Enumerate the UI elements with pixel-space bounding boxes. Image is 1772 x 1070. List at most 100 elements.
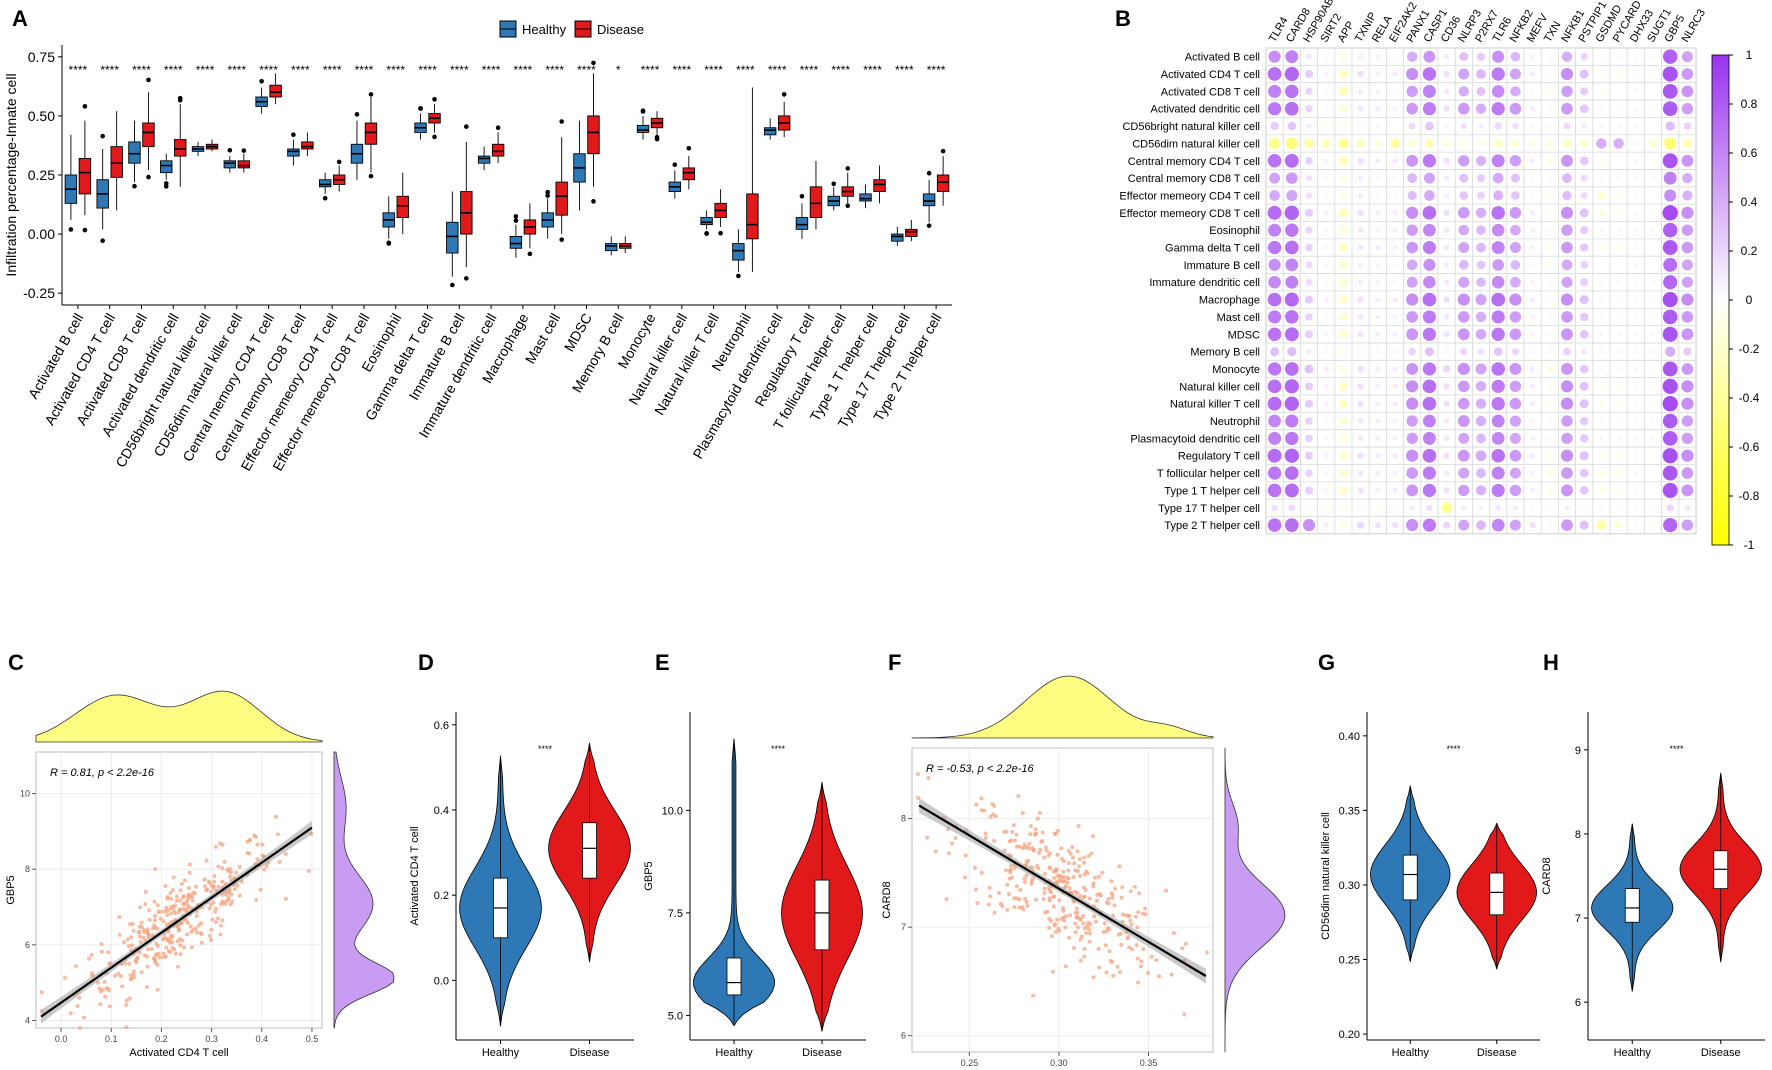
corr-dot-regulatory-t-cell-txnip — [1357, 452, 1364, 459]
scatter-point — [220, 842, 225, 847]
panel-label-g: G — [1318, 650, 1335, 675]
corr-dot-activated-b-cell-hsp90ab1 — [1306, 53, 1312, 60]
outlier-point — [591, 60, 596, 66]
scatter-point — [169, 911, 174, 916]
scatter-point — [77, 995, 82, 1000]
scatter-point — [1070, 845, 1075, 850]
scatter-point — [1048, 890, 1053, 895]
colorbar-tick-label: -0.4 — [1739, 391, 1760, 405]
corr-dot-memory-b-cell-app — [1340, 349, 1346, 355]
corr-dot-central-memory-cd8-t-cell-pycard — [1616, 176, 1621, 180]
corr-dot-t-follicular-helper-cell-gbp5 — [1662, 465, 1678, 481]
scatter-point — [1081, 913, 1086, 918]
corr-dot-regulatory-t-cell-card8 — [1284, 448, 1299, 463]
significance-label: * — [616, 63, 621, 77]
corr-dot-natural-killer-cell-gbp5 — [1662, 378, 1678, 394]
corr-dot-activated-b-cell-tlr6 — [1492, 50, 1505, 63]
corr-dot-natural-killer-t-cell-txn — [1547, 401, 1553, 407]
scatter-point — [1078, 958, 1083, 963]
corr-dot-immature-dendritic-cell-panx1 — [1406, 276, 1418, 288]
corr-dot-activated-dendritic-cell-panx1 — [1406, 102, 1418, 115]
scatter-point — [1087, 896, 1092, 901]
corr-dot-t-follicular-helper-cell-gsdmd — [1598, 469, 1605, 477]
corr-dot-regulatory-t-cell-cd36 — [1443, 452, 1450, 459]
corr-dot-regulatory-t-cell-panx1 — [1406, 449, 1419, 462]
corr-dot-mast-cell-nlrc3 — [1681, 311, 1694, 323]
corr-dot-cd56dim-natural-killer-cell-app — [1338, 138, 1349, 149]
disease-natural-killer-cell-box — [682, 167, 696, 181]
corr-dot-activated-dendritic-cell-app — [1339, 105, 1347, 113]
scatter-point — [1139, 959, 1144, 964]
corr-dot-central-memory-cd4-t-cell-dhx33 — [1633, 158, 1638, 163]
scatter-point — [1110, 893, 1115, 898]
corr-dot-cd56dim-natural-killer-cell-panx1 — [1408, 139, 1416, 148]
corr-dot-macrophage-nlrc3 — [1681, 293, 1694, 306]
corr-dot-immature-b-cell-pycard — [1616, 263, 1621, 267]
y-tick-label: 0.6 — [434, 720, 449, 732]
outlier-point — [100, 133, 105, 139]
corr-dot-central-memory-cd4-t-cell-sugt1 — [1651, 158, 1655, 163]
corr-dot-cd56dim-natural-killer-cell-nlrc3 — [1682, 138, 1692, 148]
corr-dot-activated-b-cell-txn — [1547, 54, 1552, 59]
corr-dot-eosinophil-mefv — [1530, 227, 1535, 233]
row-label-gamma-delta-t-cell: Gamma delta T cell — [1165, 243, 1260, 255]
row-label-effector-memeory-cd8-t-cell: Effector memeory CD8 T cell — [1119, 208, 1260, 220]
corr-dot-monocyte-sirt2 — [1323, 366, 1329, 372]
corr-dot-central-memory-cd4-t-cell-mefv — [1530, 158, 1536, 164]
corr-dot-central-memory-cd4-t-cell-nlrp3 — [1458, 155, 1470, 167]
outlier-point — [354, 112, 360, 117]
corr-dot-natural-killer-cell-tlr4 — [1267, 379, 1282, 394]
corr-dot-regulatory-t-cell-gbp5 — [1662, 448, 1678, 464]
corr-dot-type-17-t-helper-cell-dhx33 — [1633, 505, 1638, 510]
corr-dot-immature-dendritic-cell-pycard — [1616, 280, 1621, 285]
corr-dot-eosinophil-gbp5 — [1662, 222, 1678, 238]
corr-dot-effector-memeory-cd4-t-cell-nlrc3 — [1682, 190, 1693, 201]
corr-dot-neutrophil-txn — [1547, 419, 1552, 423]
corr-dot-neutrophil-rela — [1375, 418, 1381, 424]
scatter-point — [273, 814, 278, 819]
scatter-point — [986, 902, 991, 907]
scatter-point — [120, 984, 125, 989]
outlier-point — [718, 230, 723, 236]
scatter-point — [123, 961, 128, 966]
corr-dot-effector-memeory-cd4-t-cell-nlrp3 — [1459, 191, 1469, 200]
corr-dot-immature-b-cell-gbp5 — [1663, 257, 1678, 272]
corr-dot-plasmacytoid-dendritic-cell-rela — [1375, 435, 1381, 441]
corr-dot-effector-memeory-cd8-t-cell-app — [1339, 208, 1348, 218]
corr-dot-cd56bright-natural-killer-cell-hsp90ab1 — [1306, 123, 1312, 129]
scatter-point — [1117, 970, 1122, 975]
significance-label: **** — [355, 63, 374, 77]
row-label-type-1-t-helper-cell: Type 1 T helper cell — [1164, 485, 1260, 497]
corr-dot-cd56dim-natural-killer-cell-tlr4 — [1269, 137, 1281, 149]
corr-dot-type-2-t-helper-cell-hsp90ab1 — [1302, 519, 1316, 532]
corr-dot-immature-b-cell-eif2ak2 — [1393, 263, 1397, 267]
corr-dot-immature-b-cell-panx1 — [1406, 259, 1418, 271]
corr-dot-mdsc-tlr6 — [1491, 327, 1505, 341]
scatter-point — [104, 986, 109, 991]
corr-dot-mdsc-txn — [1547, 332, 1552, 337]
corr-dot-mdsc-app — [1339, 330, 1348, 339]
scatter-point — [186, 904, 191, 909]
outlier-point — [831, 181, 837, 187]
scatter-point — [213, 844, 218, 849]
corr-dot-monocyte-txnip — [1357, 365, 1364, 373]
corr-dot-central-memory-cd8-t-cell-rela — [1375, 176, 1380, 180]
y-tick-label: 0.25 — [28, 167, 55, 183]
corr-dot-eosinophil-pycard — [1616, 228, 1621, 233]
scatter-point — [189, 930, 194, 935]
scatter-point — [145, 929, 150, 934]
corr-dot-type-17-t-helper-cell-gbp5 — [1666, 504, 1674, 512]
scatter-point — [963, 853, 968, 858]
scatter-point — [1016, 794, 1021, 799]
outlier-point — [241, 148, 247, 153]
outlier-point — [513, 218, 519, 223]
corr-dot-neutrophil-dhx33 — [1633, 419, 1638, 423]
scatter-point — [1052, 894, 1057, 899]
corr-dot-eosinophil-eif2ak2 — [1392, 227, 1398, 233]
corr-dot-activated-dendritic-cell-card8 — [1284, 101, 1299, 116]
scatter-point — [1101, 930, 1106, 935]
y-axis-title: GBP5 — [5, 875, 17, 904]
corr-dot-type-1-t-helper-cell-nlrp3 — [1458, 484, 1470, 497]
scatter-point — [1183, 941, 1188, 946]
scatter-point — [1035, 816, 1040, 821]
